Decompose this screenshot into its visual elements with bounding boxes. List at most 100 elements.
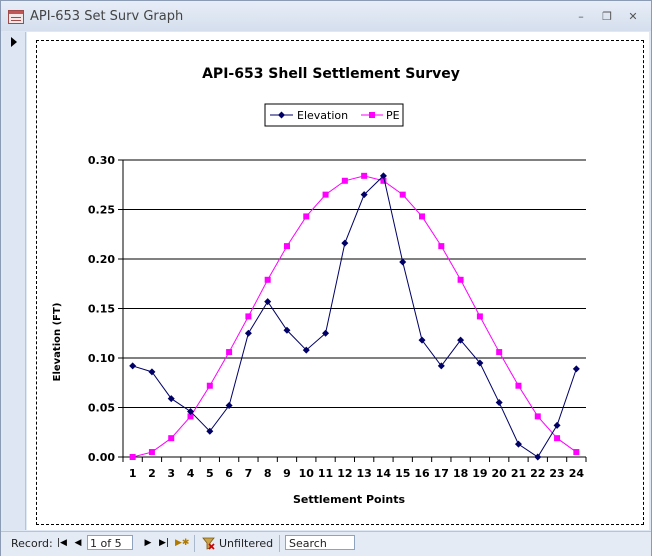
x-tick-label: 6 xyxy=(225,467,233,480)
y-tick-label: 0.20 xyxy=(88,253,115,266)
x-tick-label: 5 xyxy=(206,467,214,480)
divider xyxy=(279,535,280,552)
data-point-pe xyxy=(438,243,445,250)
data-point-pe xyxy=(476,313,483,320)
data-point-pe xyxy=(187,413,194,420)
title-bar[interactable]: API-653 Set Surv Graph – ❐ ✕ xyxy=(1,1,651,31)
record-label: Record: xyxy=(11,537,53,550)
data-point-elevation xyxy=(399,258,407,266)
x-tick-label: 18 xyxy=(453,467,468,480)
y-tick-label: 0.30 xyxy=(88,154,115,167)
data-point-elevation xyxy=(553,421,561,429)
data-point-pe xyxy=(341,177,348,184)
data-point-pe xyxy=(226,349,233,356)
last-record-icon[interactable]: ▶| xyxy=(159,538,169,548)
y-axis-label: Elevation (FT) xyxy=(52,303,63,382)
chart-legend: Elevation PE xyxy=(264,103,404,127)
x-tick-label: 7 xyxy=(245,467,253,480)
data-point-pe xyxy=(573,449,580,456)
divider xyxy=(194,535,195,552)
data-point-elevation xyxy=(244,329,252,337)
y-tick-label: 0.05 xyxy=(88,402,115,415)
data-point-pe xyxy=(283,243,290,250)
x-axis-label: Settlement Points xyxy=(293,493,405,506)
data-point-elevation xyxy=(206,427,214,435)
data-point-elevation xyxy=(514,440,522,448)
x-tick-label: 12 xyxy=(337,467,352,480)
data-point-elevation xyxy=(167,395,175,403)
data-point-pe xyxy=(515,382,522,389)
restore-icon[interactable]: ❐ xyxy=(602,10,612,23)
x-tick-label: 2 xyxy=(148,467,156,480)
data-point-pe xyxy=(148,449,155,456)
data-point-pe xyxy=(168,435,175,442)
data-point-elevation xyxy=(534,453,542,461)
x-tick-label: 3 xyxy=(167,467,175,480)
legend-elevation-marker xyxy=(278,111,285,119)
x-tick-label: 17 xyxy=(434,467,449,480)
chart-svg: API-653 Shell Settlement Survey Elevatio… xyxy=(52,66,587,506)
form-detail: API-653 Shell Settlement Survey Elevatio… xyxy=(27,32,649,530)
data-point-elevation xyxy=(302,346,310,354)
axes: 0.000.050.100.150.200.250.301 2 3 4 5 6 7 8 9 10 1… xyxy=(88,154,587,480)
series-line-pe xyxy=(132,175,577,458)
x-tick-label: 14 xyxy=(376,467,392,480)
x-tick-label: 23 xyxy=(549,467,564,480)
search-input[interactable]: Search xyxy=(285,535,355,550)
legend-box xyxy=(264,103,404,127)
gridlines xyxy=(123,159,586,458)
data-point-pe xyxy=(303,213,310,220)
x-tick-label: 4 xyxy=(187,467,195,480)
data-point-elevation xyxy=(418,336,426,344)
previous-record-icon[interactable]: ◀ xyxy=(74,538,82,548)
data-point-elevation xyxy=(129,362,137,370)
current-record-arrow-icon xyxy=(11,37,17,47)
y-tick-label: 0.15 xyxy=(88,303,115,316)
current-record-input[interactable]: 1 of 5 xyxy=(87,535,133,550)
x-tick-label: 24 xyxy=(569,467,585,480)
data-point-elevation xyxy=(341,239,349,247)
y-tick-label: 0.10 xyxy=(88,352,115,365)
record-navigation-bar: Record: |◀ ◀ 1 of 5 ▶ ▶| ▶✱ Unfiltered S… xyxy=(1,531,651,556)
data-point-elevation xyxy=(225,402,233,410)
x-tick-label: 8 xyxy=(264,467,272,480)
data-point-pe xyxy=(361,172,368,179)
new-record-icon[interactable]: ▶✱ xyxy=(175,538,190,548)
chart-object[interactable]: API-653 Shell Settlement Survey Elevatio… xyxy=(36,40,644,525)
legend-pe-label: PE xyxy=(386,109,400,122)
data-point-pe xyxy=(264,276,271,283)
data-point-pe xyxy=(534,413,541,420)
minimize-icon[interactable]: – xyxy=(578,10,584,23)
x-tick-label: 10 xyxy=(299,467,315,480)
data-point-elevation xyxy=(360,191,368,199)
x-tick-label: 22 xyxy=(530,467,545,480)
form-icon xyxy=(8,10,24,24)
x-tick-label: 1 xyxy=(129,467,137,480)
x-tick-label: 20 xyxy=(492,467,508,480)
close-icon[interactable]: ✕ xyxy=(628,10,638,23)
first-record-icon[interactable]: |◀ xyxy=(57,538,67,548)
data-point-pe xyxy=(322,191,329,198)
series-layer xyxy=(129,172,580,461)
filter-status-button[interactable]: Unfiltered xyxy=(219,537,274,550)
x-tick-label: 11 xyxy=(318,467,333,480)
data-point-pe xyxy=(496,349,503,356)
record-selector[interactable] xyxy=(3,32,26,530)
data-point-elevation xyxy=(264,298,272,306)
data-point-elevation xyxy=(283,326,291,334)
filter-icon xyxy=(202,537,215,550)
legend-pe-marker xyxy=(369,112,375,118)
data-point-pe xyxy=(380,177,387,184)
data-point-elevation xyxy=(495,399,503,407)
x-tick-label: 15 xyxy=(395,467,410,480)
series-line-elevation xyxy=(132,174,577,458)
next-record-icon[interactable]: ▶ xyxy=(144,538,152,548)
data-point-pe xyxy=(129,454,136,460)
data-point-elevation xyxy=(322,329,330,337)
data-point-pe xyxy=(554,435,561,442)
data-point-pe xyxy=(245,313,252,320)
data-point-pe xyxy=(399,191,406,198)
data-point-pe xyxy=(206,382,213,389)
data-point-pe xyxy=(419,213,426,220)
